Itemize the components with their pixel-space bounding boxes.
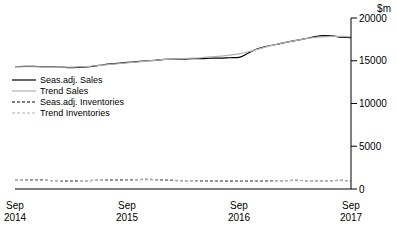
- svg-text:20000: 20000: [359, 13, 387, 24]
- svg-text:Sep2015: Sep2015: [116, 200, 139, 223]
- svg-text:Sep2014: Sep2014: [8, 200, 27, 223]
- html-text:Trend Inventories: Trend Inventories: [40, 107, 110, 118]
- svg-text:Sep2017: Sep2017: [340, 200, 363, 223]
- svg-text:5000: 5000: [359, 141, 382, 152]
- html-text:Trend Sales: Trend Sales: [40, 85, 89, 96]
- svg-text:10000: 10000: [359, 98, 387, 109]
- svg-text:Sep2016: Sep2016: [228, 200, 251, 223]
- svg-text:15000: 15000: [359, 55, 387, 66]
- svg-text:0: 0: [359, 184, 365, 195]
- html-text:Seas.adj. Sales: Seas.adj. Sales: [40, 74, 103, 85]
- html-text:Seas.adj. Inventories: Seas.adj. Inventories: [40, 96, 125, 107]
- html-text:$m: $m: [377, 3, 391, 14]
